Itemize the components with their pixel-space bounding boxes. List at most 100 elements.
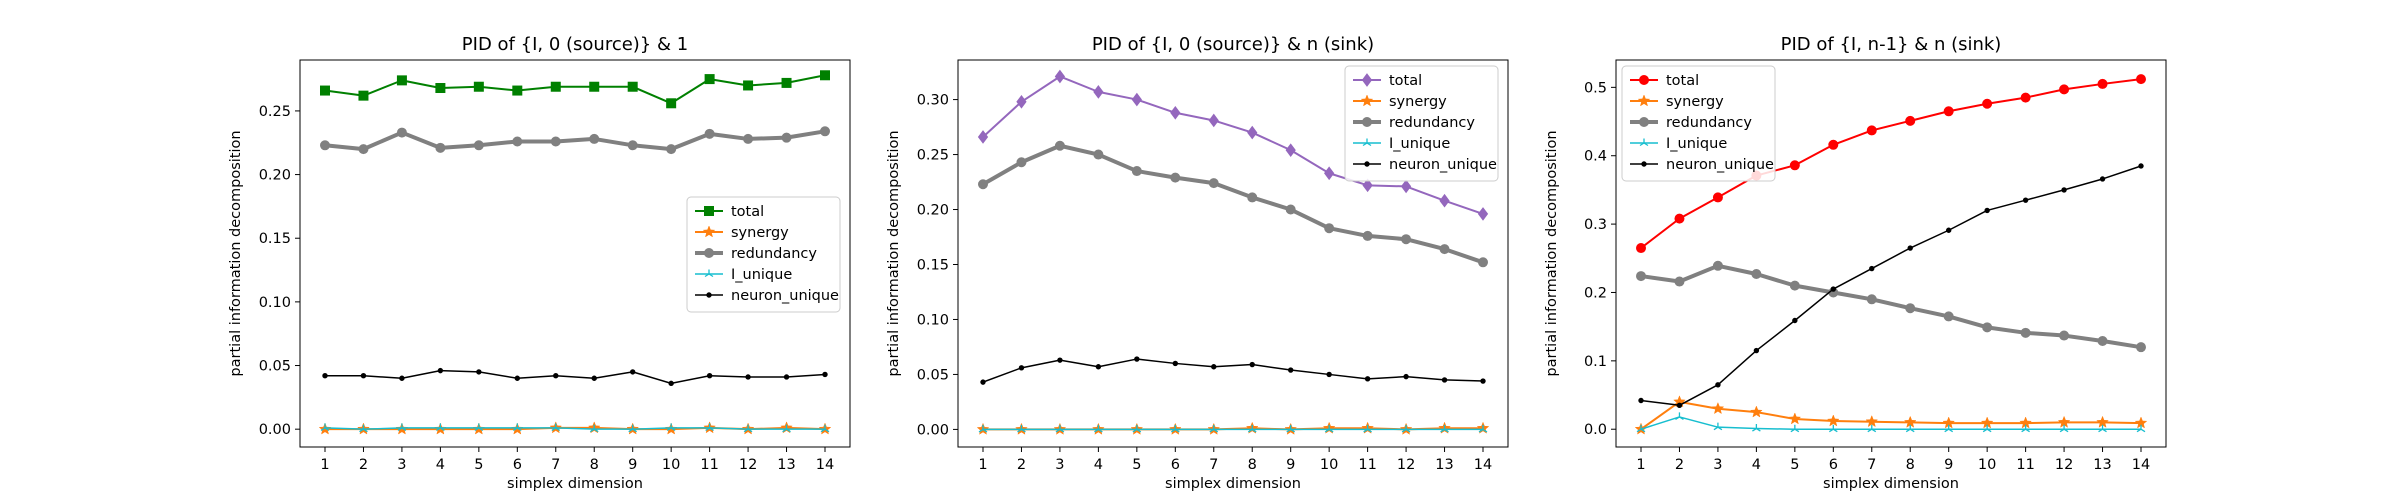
- data-point: [396, 127, 407, 138]
- data-point: [514, 375, 521, 381]
- data-point: [1984, 207, 1990, 214]
- y-tick-label: 0.4: [1584, 149, 1607, 165]
- legend-label: redundancy: [731, 246, 817, 262]
- x-tick-label: 2: [359, 457, 368, 473]
- legend-marker: [1362, 117, 1372, 127]
- data-point: [550, 136, 561, 147]
- data-point: [1054, 69, 1066, 84]
- series-line: [324, 129, 826, 152]
- data-point: [1867, 424, 1877, 433]
- series-redundancy: [978, 140, 1488, 268]
- data-point: [1480, 378, 1486, 384]
- data-point: [397, 423, 407, 431]
- x-tick-label: 5: [474, 457, 483, 473]
- data-point: [1478, 257, 1488, 268]
- data-point: [1172, 360, 1179, 367]
- data-point: [1905, 115, 1916, 126]
- y-axis-label: partial information decomposition: [228, 130, 244, 376]
- x-tick-label: 3: [1055, 457, 1064, 473]
- legend-label: redundancy: [1389, 115, 1475, 131]
- data-point: [358, 144, 369, 155]
- data-point: [1869, 265, 1875, 272]
- data-point: [1208, 178, 1219, 189]
- data-point: [627, 81, 638, 92]
- series-line: [982, 358, 1484, 383]
- data-point: [436, 423, 445, 431]
- data-point: [704, 128, 715, 139]
- x-tick-label: 4: [436, 457, 445, 473]
- data-point: [1830, 286, 1837, 292]
- data-point: [399, 375, 405, 381]
- data-point: [360, 373, 367, 379]
- data-point: [627, 140, 638, 151]
- series-line: [982, 143, 1484, 265]
- series-line: [325, 369, 826, 385]
- y-tick-label: 0.15: [917, 257, 949, 273]
- legend-label: neuron_unique: [731, 288, 839, 304]
- data-point: [2136, 424, 2146, 433]
- x-tick-label: 7: [551, 457, 560, 473]
- data-point: [781, 77, 792, 88]
- data-point: [1131, 92, 1142, 107]
- data-point: [1362, 230, 1373, 241]
- data-point: [1866, 294, 1877, 305]
- data-point: [782, 424, 791, 433]
- data-point: [473, 81, 484, 92]
- series-line: [1640, 165, 2142, 407]
- x-tick-label: 6: [1171, 457, 1180, 473]
- data-point: [2020, 92, 2031, 103]
- legend-marker: [706, 292, 712, 298]
- data-point: [550, 81, 561, 92]
- data-point: [1057, 357, 1063, 363]
- data-point: [1712, 192, 1723, 203]
- data-point: [1400, 179, 1412, 194]
- data-point: [705, 423, 714, 431]
- data-point: [1324, 166, 1335, 181]
- y-tick-label: 0.20: [917, 203, 949, 219]
- x-tick-label: 11: [1358, 457, 1376, 473]
- x-tick-label: 12: [739, 457, 757, 473]
- data-point: [473, 140, 484, 151]
- data-point: [1362, 178, 1373, 193]
- y-tick-label: 0.05: [917, 367, 949, 383]
- data-point: [322, 373, 328, 379]
- data-point: [1324, 223, 1335, 234]
- chart-title: PID of {I, n-1} & n (sink): [1781, 34, 2002, 55]
- y-tick-label: 0.05: [259, 359, 291, 375]
- data-point: [1713, 422, 1723, 431]
- data-point: [1247, 125, 1258, 140]
- series-I-unique: [978, 424, 1488, 433]
- legend-label: total: [1666, 73, 1699, 89]
- data-point: [1865, 415, 1879, 428]
- data-point: [1324, 424, 1334, 433]
- data-point: [1017, 424, 1026, 433]
- series-neuron-unique: [322, 367, 828, 387]
- legend-marker: [704, 269, 714, 278]
- series-I-unique: [1636, 412, 2146, 433]
- legend-label: I_unique: [1389, 136, 1450, 152]
- legend-label: redundancy: [1666, 115, 1752, 131]
- data-point: [359, 424, 368, 433]
- data-point: [1826, 414, 1840, 427]
- data-point: [1636, 424, 1646, 433]
- y-tick-label: 0.00: [259, 422, 291, 438]
- legend-box: [1621, 65, 1776, 182]
- data-point: [2059, 330, 2070, 341]
- series-synergy: [976, 421, 1490, 435]
- y-tick-label: 0.2: [1584, 285, 1607, 301]
- legend-marker: [704, 206, 714, 216]
- data-point: [591, 375, 597, 381]
- legend-label: synergy: [1389, 94, 1447, 110]
- data-point: [476, 369, 482, 375]
- legend-label: neuron_unique: [1666, 157, 1774, 173]
- data-point: [1636, 271, 1646, 282]
- data-point: [666, 98, 677, 109]
- data-point: [320, 423, 330, 431]
- x-tick-label: 14: [1474, 457, 1492, 473]
- data-point: [2022, 197, 2029, 203]
- legend-marker: [704, 248, 714, 258]
- data-point: [1828, 139, 1839, 150]
- series-line: [1640, 263, 2142, 350]
- data-point: [2097, 336, 2108, 347]
- data-point: [512, 423, 522, 431]
